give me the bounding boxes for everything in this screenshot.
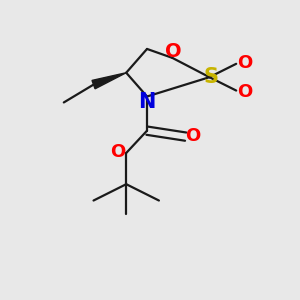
Text: O: O [166,42,182,62]
Text: O: O [237,83,252,101]
Text: O: O [185,127,201,145]
Text: O: O [237,54,252,72]
Text: S: S [203,67,218,87]
Polygon shape [92,73,126,89]
Text: N: N [138,92,155,112]
Text: O: O [110,143,125,161]
